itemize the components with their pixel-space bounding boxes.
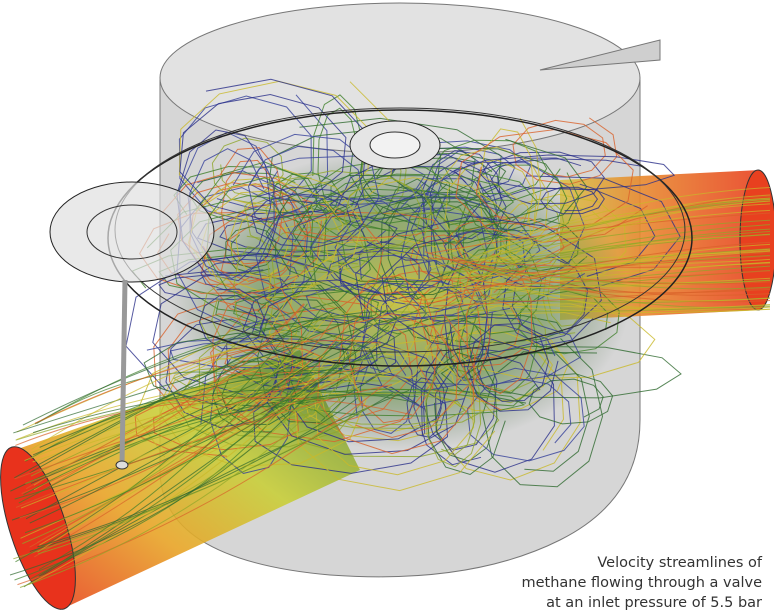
- rod-end: [116, 461, 128, 469]
- caption-line: at an inlet pressure of 5.5 bar: [522, 593, 763, 613]
- caption: Velocity streamlines of methane flowing …: [522, 553, 763, 613]
- top-port-inner: [370, 132, 420, 158]
- caption-line: Velocity streamlines of: [522, 553, 763, 573]
- valve-render: [0, 0, 774, 612]
- caption-line: methane flowing through a valve: [522, 573, 763, 593]
- flange: [50, 182, 214, 282]
- rod: [122, 280, 125, 465]
- page: {"caption": {"lines": ["Velocity streaml…: [0, 0, 774, 612]
